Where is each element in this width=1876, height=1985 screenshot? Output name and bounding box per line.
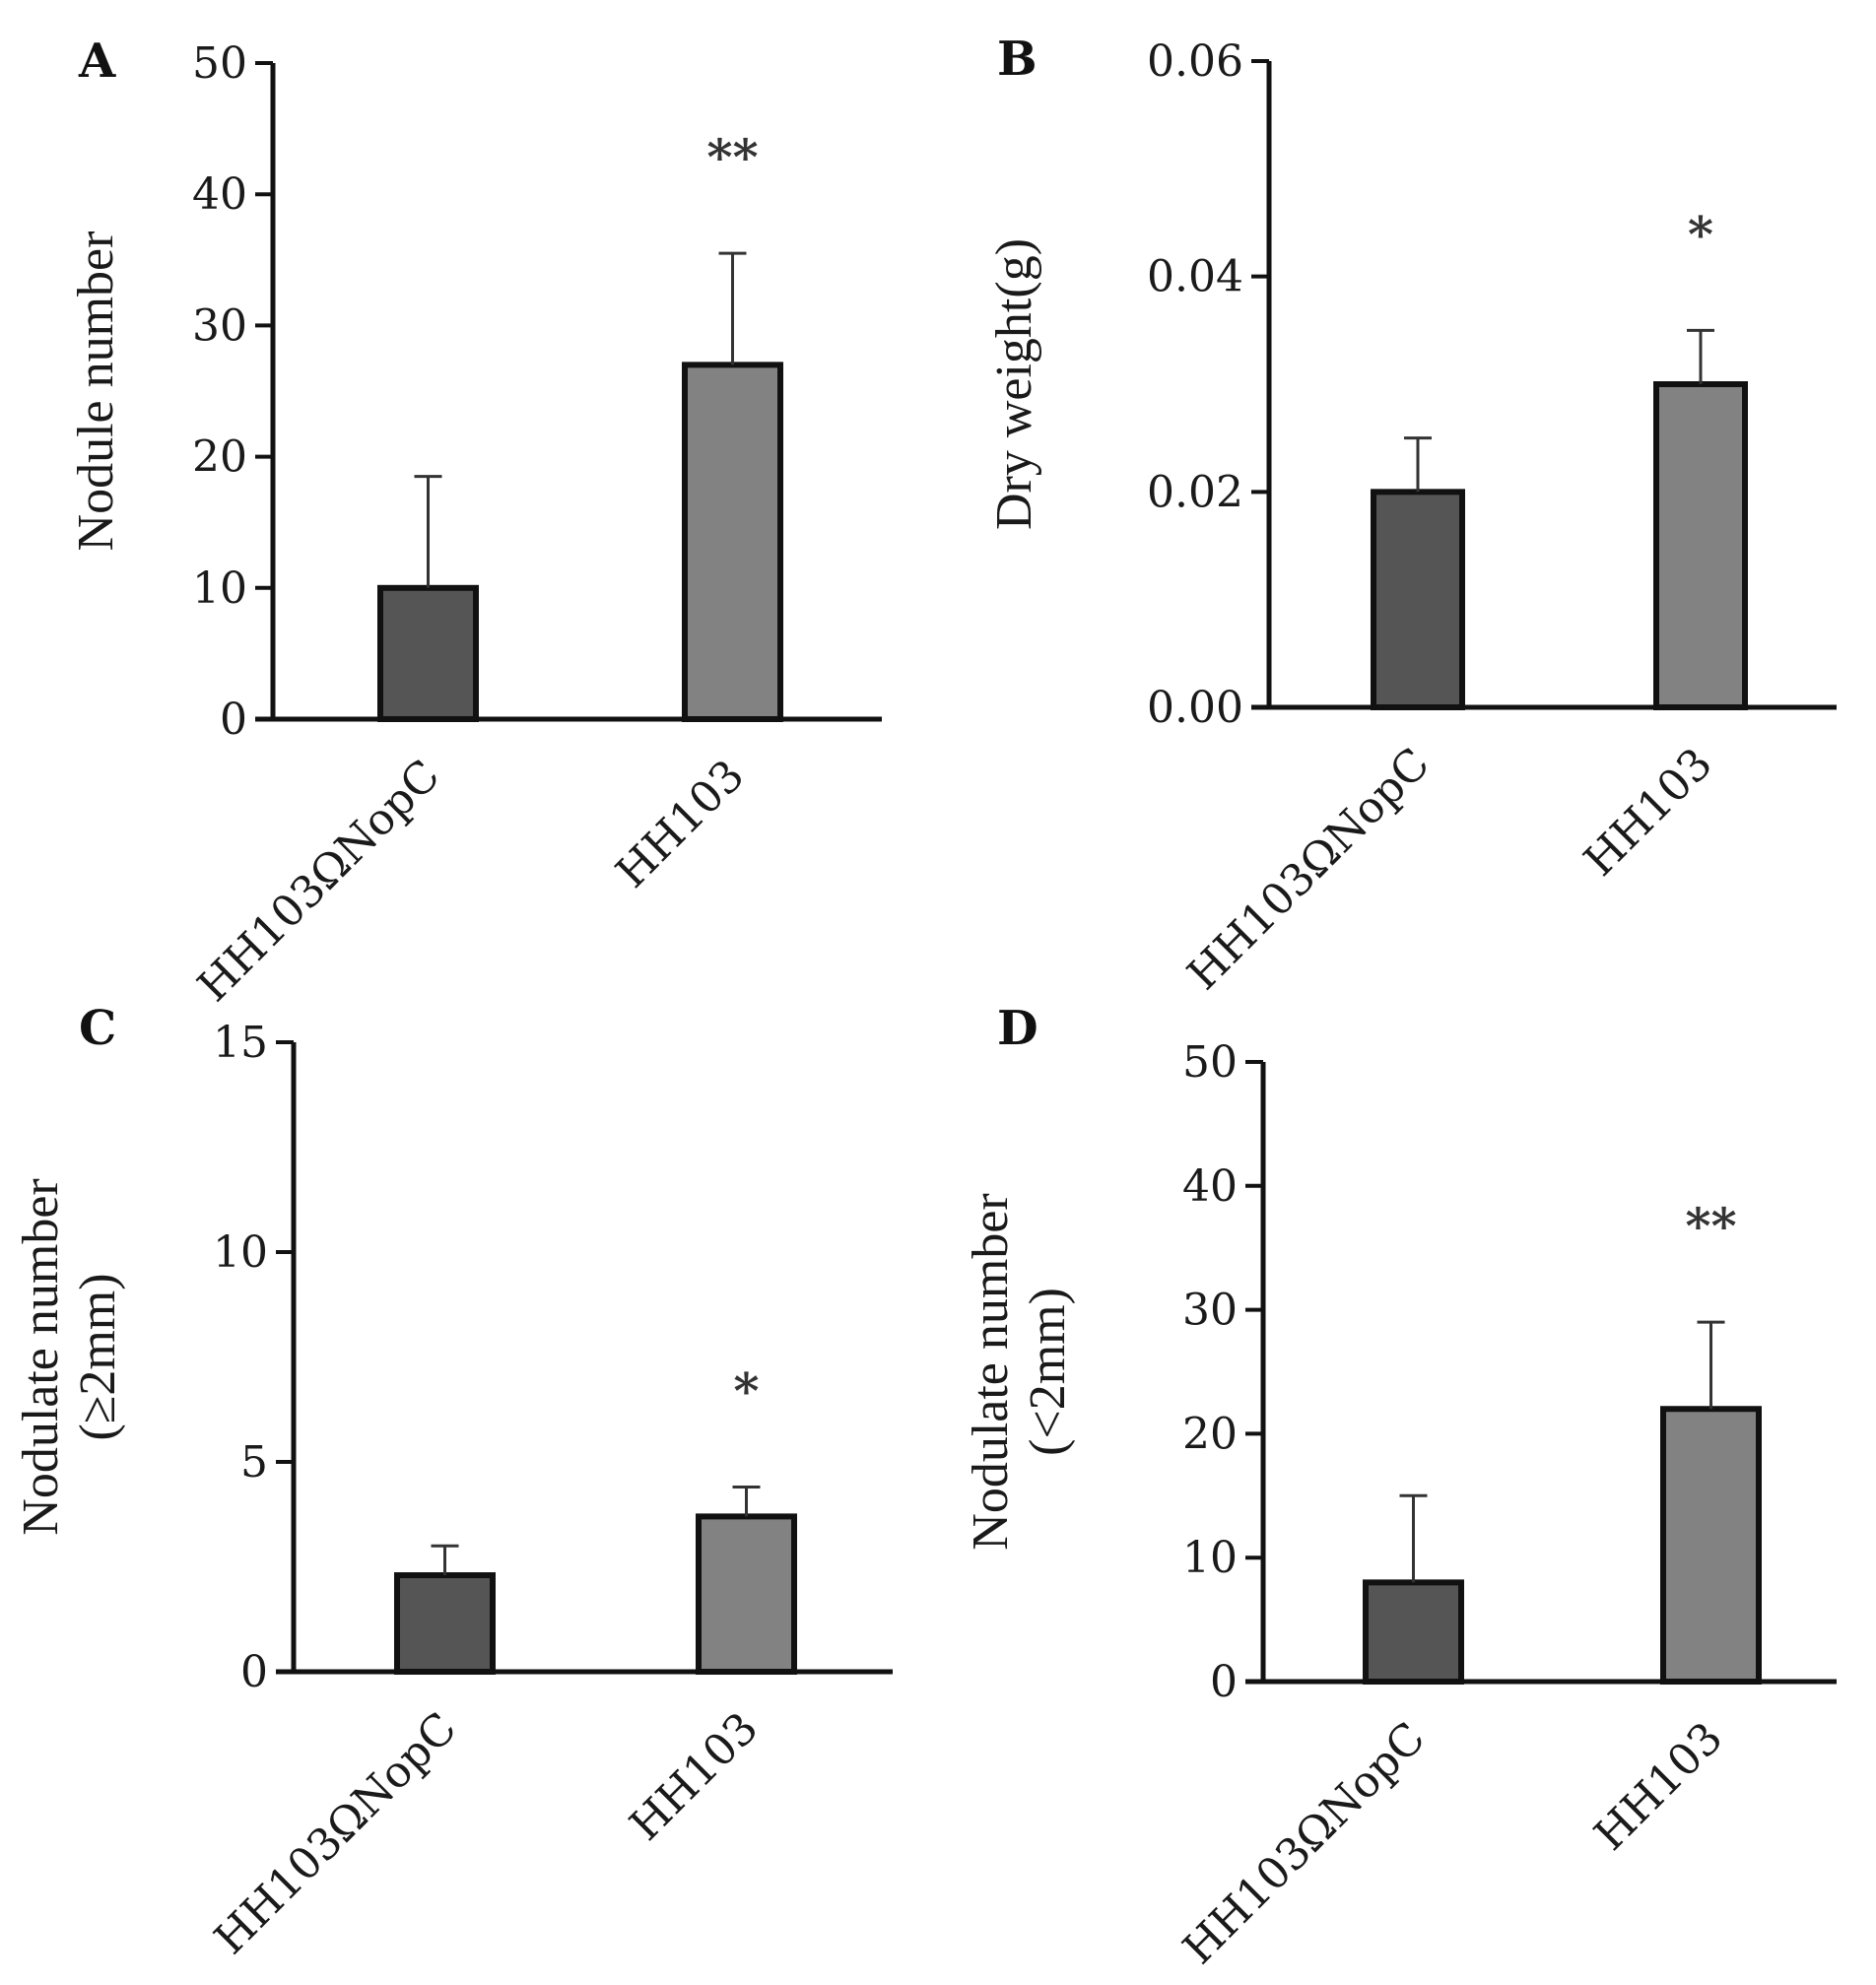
- panel-a-letter: A: [78, 33, 116, 89]
- panel-c-y-axis-title-line: Nodulate number: [13, 1178, 69, 1535]
- panel-a-significance-mark: **: [706, 128, 758, 186]
- panel-c-y-tick-label: 0: [240, 1647, 268, 1697]
- panel-a-y-tick-label: 30: [192, 300, 247, 351]
- panel-c-y-tick-label: 10: [213, 1227, 268, 1278]
- panel-a-y-tick-label: 50: [192, 38, 247, 89]
- panel-c-y-tick-label: 5: [240, 1437, 268, 1488]
- panel-b-y-tick-label: 0.06: [1147, 36, 1243, 87]
- panel-d-y-tick-label: 50: [1182, 1037, 1238, 1088]
- panel-a-y-tick-label: 20: [192, 432, 247, 483]
- panel-a-y-axis-title-line: Nodule number: [68, 232, 124, 552]
- panel-a-y-axis-title: Nodule number: [68, 232, 124, 552]
- panel-c-category-label: HH103: [621, 1703, 769, 1851]
- panel-b: B 0.00 0.02 0.04 0.06 Dry weight(g) HH103ΩNopC…: [986, 32, 1837, 1000]
- panel-b-category-label: HH103ΩNopC: [1178, 739, 1440, 1000]
- panel-a-bar-2: [682, 362, 783, 722]
- panel-b-category-label: HH103: [1574, 739, 1722, 887]
- panel-d-bar-2: [1660, 1406, 1762, 1685]
- panel-c-y-tick-label: 15: [213, 1018, 268, 1068]
- panel-c-category-label: HH103ΩNopC: [205, 1703, 466, 1964]
- panel-c: C 0 5 10 15 Nodulate number(≥2mm) HH103ΩNopC * H…: [13, 1001, 893, 1964]
- panel-c-significance-mark: *: [733, 1362, 759, 1421]
- panel-c-letter: C: [79, 1001, 116, 1056]
- panel-b-y-tick-label: 0.02: [1147, 467, 1243, 517]
- panel-d-y-tick-label: 30: [1182, 1286, 1238, 1336]
- panel-a-y-tick-label: 0: [220, 695, 247, 745]
- panel-d-bar-1: [1363, 1579, 1464, 1685]
- panel-d-category-label: HH103: [1585, 1713, 1733, 1861]
- panel-a: A 0 10 20 30 40 50 Nodule number HH103ΩNopC ** HH1…: [68, 33, 882, 1012]
- panel-b-letter: B: [997, 32, 1038, 87]
- panel-b-y-axis-title: Dry weight(g): [986, 238, 1042, 530]
- panel-d-y-tick-label: 20: [1182, 1409, 1238, 1459]
- panel-d-category-label: HH103ΩNopC: [1173, 1713, 1435, 1974]
- panel-c-bar-1: [394, 1572, 496, 1676]
- panel-b-y-axis-title-line: Dry weight(g): [986, 238, 1042, 530]
- panel-b-bar-1: [1371, 489, 1465, 711]
- panel-b-y-tick-label: 0.04: [1147, 252, 1243, 302]
- panel-d-y-axis-title: Nodulate number(<2mm): [963, 1193, 1076, 1550]
- panel-a-bar-1: [377, 584, 479, 722]
- panel-a-category-label: HH103ΩNopC: [188, 751, 449, 1012]
- panel-c-bar-2: [696, 1513, 797, 1675]
- panel-d-y-axis-title-line: (<2mm): [1020, 1288, 1076, 1456]
- panel-b-y-tick-label: 0.00: [1147, 683, 1243, 733]
- panel-c-y-axis-title: Nodulate number(≥2mm): [13, 1178, 126, 1535]
- panel-b-significance-mark: *: [1688, 205, 1713, 263]
- panel-d-significance-mark: **: [1685, 1197, 1736, 1255]
- panel-b-bar-2: [1653, 381, 1748, 710]
- panel-a-category-label: HH103: [607, 751, 755, 898]
- panel-d-letter: D: [997, 1001, 1038, 1056]
- panel-d-y-tick-label: 40: [1182, 1161, 1238, 1212]
- panel-a-y-tick-label: 40: [192, 169, 247, 220]
- panel-d-y-tick-label: 10: [1182, 1533, 1238, 1583]
- panel-d-y-tick-label: 0: [1210, 1657, 1238, 1707]
- panel-d: D 0 10 20 30 40 50 Nodulate number(<2mm) HH103ΩN…: [963, 1001, 1837, 1974]
- panel-a-y-tick-label: 10: [192, 563, 247, 614]
- panel-c-y-axis-title-line: (≥2mm): [70, 1273, 126, 1440]
- panel-d-y-axis-title-line: Nodulate number: [963, 1193, 1019, 1550]
